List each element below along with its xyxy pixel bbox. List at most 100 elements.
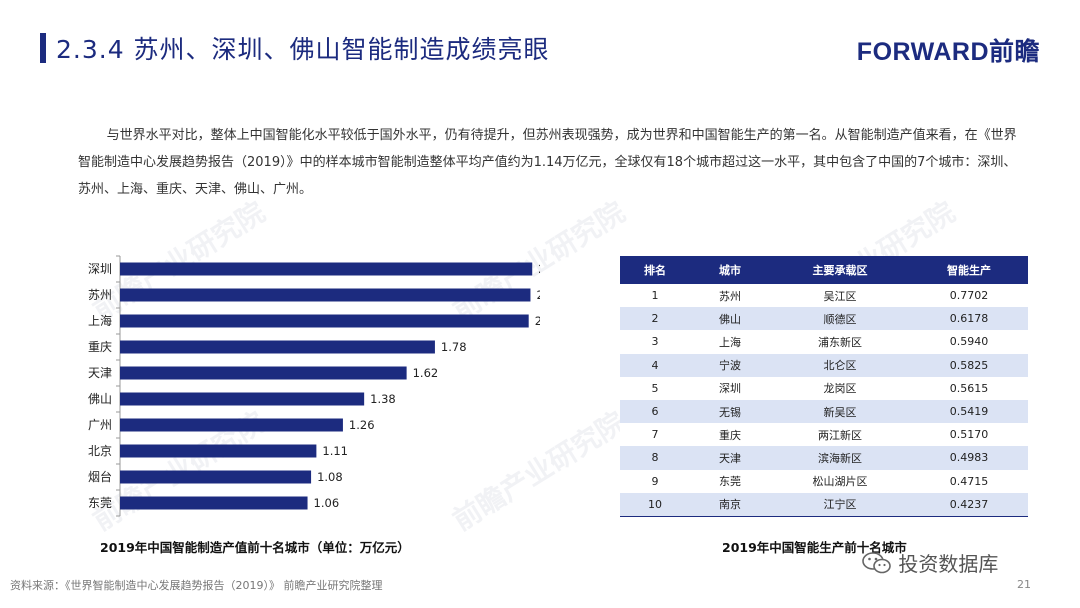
value-label: 1.38 (370, 392, 396, 406)
cell-zone: 两江新区 (770, 423, 910, 447)
cell-score: 0.5170 (910, 423, 1028, 447)
bar (120, 288, 531, 302)
cell-rank: 1 (620, 284, 690, 308)
cell-score: 0.4715 (910, 469, 1028, 493)
category-label: 深圳 (88, 262, 112, 276)
bar-chart-title: 2019年中国智能制造产值前十名城市（单位：万亿元） (100, 540, 410, 555)
cell-zone: 松山湖片区 (770, 469, 910, 493)
table-row: 4 宁波 北仑区 0.5825 (620, 353, 1028, 377)
col-header-zone: 主要承载区 (770, 256, 910, 284)
cell-city: 上海 (690, 330, 770, 354)
table-row: 3 上海 浦东新区 0.5940 (620, 330, 1028, 354)
intro-paragraph-block: 与世界水平对比，整体上中国智能化水平较低于国外水平，仍有待提升，但苏州表现强势，… (78, 122, 1018, 203)
table-row: 1 苏州 吴江区 0.7702 (620, 284, 1028, 308)
category-label: 烟台 (88, 469, 112, 484)
cell-zone: 龙岗区 (770, 376, 910, 400)
wechat-icon (862, 552, 891, 574)
table-row: 6 无锡 新吴区 0.5419 (620, 399, 1028, 424)
table-row: 7 重庆 两江新区 0.5170 (620, 423, 1028, 447)
cell-city: 深圳 (690, 376, 770, 400)
table-row: 10 南京 江宁区 0.4237 (620, 492, 1028, 517)
ranking-table: 排名 城市 主要承载区 智能生产 1 苏州 吴江区 0.7702 2 佛山 顺德区 0.617… (620, 256, 1028, 517)
value-label: 1.62 (413, 366, 439, 380)
forward-logo: FORWARD前瞻 (856, 38, 1040, 66)
cell-city: 南京 (690, 492, 770, 517)
cell-score: 0.7702 (910, 284, 1028, 308)
value-label: 1.26 (349, 418, 375, 432)
category-label: 重庆 (88, 340, 112, 354)
cell-score: 0.5419 (910, 399, 1028, 424)
cell-zone: 江宁区 (770, 492, 910, 517)
cell-rank: 9 (620, 469, 690, 493)
value-label: 2.31 (535, 314, 540, 328)
category-label: 天津 (88, 366, 112, 380)
bar (120, 444, 317, 458)
table-row: 5 深圳 龙岗区 0.5615 (620, 376, 1028, 400)
cell-zone: 北仑区 (770, 353, 910, 377)
cell-city: 宁波 (690, 353, 770, 377)
value-label: 2.33 (538, 262, 540, 276)
cell-zone: 顺德区 (770, 307, 910, 331)
cell-rank: 5 (620, 376, 690, 400)
col-header-score: 智能生产 (910, 256, 1028, 284)
value-label: 2.32 (536, 288, 540, 302)
cell-rank: 4 (620, 353, 690, 377)
cell-score: 0.4983 (910, 446, 1028, 470)
value-label: 1.78 (441, 340, 467, 354)
source-note: 资料来源：《世界智能制造中心发展趋势报告（2019）》 前瞻产业研究院整理 (10, 579, 383, 592)
cell-city: 东莞 (690, 469, 770, 493)
cell-score: 0.4237 (910, 492, 1028, 517)
cell-score: 0.5615 (910, 376, 1028, 400)
bar (120, 262, 533, 276)
value-label: 1.11 (322, 444, 348, 458)
cell-rank: 7 (620, 423, 690, 447)
cell-score: 0.6178 (910, 307, 1028, 331)
cell-zone: 吴江区 (770, 284, 910, 308)
bar (120, 470, 312, 484)
category-label: 广州 (88, 418, 112, 432)
value-label: 1.08 (317, 470, 343, 484)
table-row: 2 佛山 顺德区 0.6178 (620, 307, 1028, 331)
page-title: 2.3.4 苏州、深圳、佛山智能制造成绩亮眼 (56, 35, 550, 64)
category-label: 上海 (88, 313, 112, 328)
category-label: 佛山 (88, 392, 112, 406)
cell-city: 苏州 (690, 284, 770, 308)
category-label: 苏州 (88, 288, 112, 302)
bar (120, 366, 407, 380)
bar (120, 392, 365, 406)
cell-city: 无锡 (690, 399, 770, 424)
table-title: 2019年中国智能生产前十名城市 (722, 540, 907, 555)
cell-city: 佛山 (690, 307, 770, 331)
cell-zone: 新吴区 (770, 399, 910, 424)
intro-paragraph: 与世界水平对比，整体上中国智能化水平较低于国外水平，仍有待提升，但苏州表现强势，… (78, 128, 1017, 197)
cell-rank: 2 (620, 307, 690, 331)
col-header-city: 城市 (690, 256, 770, 284)
table-row: 9 东莞 松山湖片区 0.4715 (620, 469, 1028, 493)
cell-score: 0.5825 (910, 353, 1028, 377)
bar (120, 418, 343, 432)
cell-rank: 3 (620, 330, 690, 354)
bar (120, 496, 308, 510)
cell-rank: 8 (620, 446, 690, 470)
bar (120, 314, 529, 328)
bar (120, 340, 435, 354)
cell-zone: 浦东新区 (770, 330, 910, 354)
page-number: 21 (1017, 578, 1031, 591)
table-row: 8 天津 滨海新区 0.4983 (620, 446, 1028, 470)
cell-zone: 滨海新区 (770, 446, 910, 470)
cell-rank: 6 (620, 399, 690, 424)
cell-rank: 10 (620, 492, 690, 517)
table-header-row: 排名 城市 主要承载区 智能生产 (620, 256, 1028, 284)
bar-chart: 深圳 2.33 苏州 2.32 上海 2.31 重庆 1.78 天津 1.62 佛山 1.38 广州 1.… (60, 252, 540, 522)
col-header-rank: 排名 (620, 256, 690, 284)
title-accent-bar (40, 33, 46, 63)
cell-score: 0.5940 (910, 330, 1028, 354)
category-label: 北京 (88, 444, 112, 458)
wechat-badge: 投资数据库 (862, 548, 998, 577)
cell-city: 天津 (690, 446, 770, 470)
value-label: 1.06 (314, 496, 340, 510)
category-label: 东莞 (88, 496, 112, 510)
wechat-badge-label: 投资数据库 (898, 552, 999, 576)
cell-city: 重庆 (690, 423, 770, 447)
bar-chart-svg: 深圳 2.33 苏州 2.32 上海 2.31 重庆 1.78 天津 1.62 佛山 1.38 广州 1.… (88, 255, 540, 517)
